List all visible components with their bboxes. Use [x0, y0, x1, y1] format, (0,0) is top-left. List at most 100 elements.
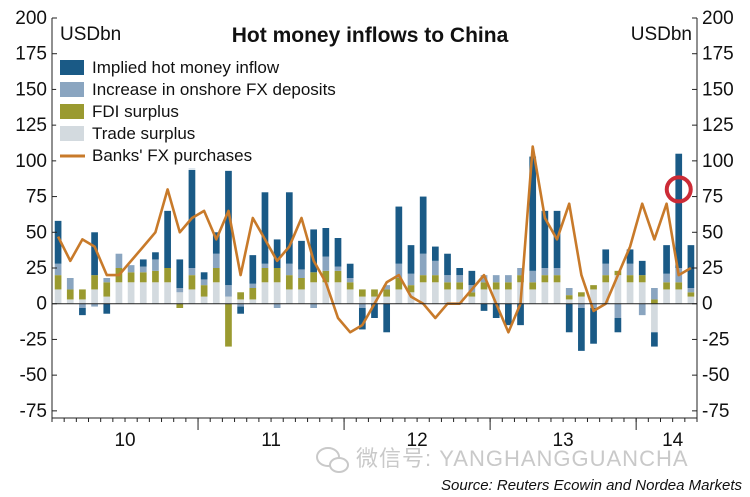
bar-implied — [383, 303, 391, 333]
bar-fdi — [139, 272, 147, 283]
bar-fdi — [322, 270, 330, 283]
bar-deposits — [273, 303, 281, 308]
bar-trade — [687, 296, 695, 304]
bar-implied — [395, 206, 403, 264]
bar-fdi — [529, 282, 537, 290]
bar-fdi — [152, 270, 159, 283]
bar-fdi — [358, 289, 366, 297]
stacked-bars — [54, 153, 695, 351]
x-tick-label: 12 — [407, 430, 428, 451]
bar-trade — [492, 289, 500, 304]
bar-trade — [638, 282, 646, 304]
y-tick-label-left: -25 — [20, 329, 47, 350]
bar-trade — [675, 289, 683, 304]
bar-fdi — [249, 288, 257, 300]
bar-fdi — [66, 289, 74, 300]
y-tick-label-left: 100 — [15, 151, 47, 172]
bar-fdi — [456, 282, 464, 290]
bar-fdi — [103, 282, 111, 297]
x-tick-label: 14 — [662, 430, 684, 451]
wechat-icon — [316, 447, 349, 473]
bar-deposits — [541, 268, 549, 276]
bar-deposits — [517, 268, 524, 276]
bar-implied — [614, 318, 622, 333]
bar-fdi — [432, 275, 439, 283]
y-tick-label-right: 125 — [702, 115, 734, 136]
bar-implied — [456, 268, 464, 276]
watermark: 微信号: YANGHANGGUANCHA — [356, 446, 689, 471]
bar-trade — [164, 282, 171, 304]
bar-fdi — [638, 275, 646, 283]
bar-trade — [127, 282, 135, 304]
bar-implied — [273, 239, 281, 268]
legend-label-deposits: Increase in onshore FX deposits — [92, 80, 336, 99]
y-tick-label-right: 150 — [702, 79, 734, 100]
bar-implied — [529, 156, 537, 271]
bar-implied — [468, 270, 476, 286]
bar-fdi — [310, 272, 317, 283]
bar-trade — [358, 296, 366, 304]
legend-swatch-deposits — [60, 82, 84, 97]
bar-deposits — [225, 285, 232, 297]
bar-trade — [334, 282, 342, 304]
legend-label-banks: Banks' FX purchases — [92, 146, 252, 165]
bar-fdi — [590, 285, 597, 290]
bar-trade — [115, 282, 123, 304]
bar-trade — [529, 289, 537, 304]
bar-trade — [322, 282, 330, 304]
bar-deposits — [480, 275, 488, 283]
bar-trade — [91, 289, 98, 304]
bar-deposits — [687, 288, 695, 293]
bar-implied — [79, 308, 86, 316]
bar-implied — [492, 303, 500, 318]
bar-fdi — [237, 292, 244, 300]
bar-trade — [626, 282, 634, 304]
bar-deposits — [103, 278, 111, 283]
bar-implied — [200, 272, 208, 280]
bar-trade — [273, 282, 281, 304]
y-tick-label-right: 175 — [702, 44, 734, 65]
bar-deposits — [249, 283, 257, 288]
y-tick-label-right: 50 — [702, 222, 723, 243]
bar-trade — [663, 289, 670, 304]
bar-trade — [188, 289, 196, 304]
bar-trade — [103, 296, 111, 304]
bar-implied — [176, 259, 184, 288]
y-tick-label-left: 50 — [26, 222, 47, 243]
bar-deposits — [602, 263, 610, 276]
bar-deposits — [456, 275, 464, 283]
bar-fdi — [273, 268, 281, 283]
bar-implied — [237, 306, 244, 314]
bar-implied — [675, 153, 683, 268]
bar-trade — [578, 296, 585, 304]
y-tick-label-right: 75 — [702, 187, 723, 208]
bar-deposits — [212, 253, 220, 268]
bar-fdi — [127, 272, 135, 283]
bar-deposits — [444, 275, 451, 283]
bar-trade — [310, 282, 317, 304]
bar-implied — [322, 228, 330, 257]
bar-trade — [285, 289, 293, 304]
bar-trade — [176, 292, 184, 304]
bar-fdi — [298, 278, 305, 290]
bar-deposits — [346, 278, 354, 283]
bar-deposits — [79, 303, 86, 308]
bar-trade — [468, 296, 476, 304]
bar-deposits — [188, 268, 196, 276]
bar-fdi — [565, 295, 573, 300]
bar-implied — [103, 303, 111, 314]
bar-fdi — [334, 270, 342, 283]
legend-swatch-fdi — [60, 104, 84, 119]
bar-implied — [261, 192, 269, 264]
bar-deposits — [395, 263, 403, 278]
bar-implied — [212, 232, 220, 254]
bar-trade — [54, 289, 62, 304]
bar-fdi — [54, 275, 62, 290]
bar-deposits — [638, 303, 646, 316]
y-tick-label-left: 175 — [15, 44, 47, 65]
bar-deposits — [419, 253, 427, 276]
bar-fdi — [505, 282, 512, 290]
bar-fdi — [212, 268, 220, 283]
bar-deposits — [310, 303, 317, 308]
